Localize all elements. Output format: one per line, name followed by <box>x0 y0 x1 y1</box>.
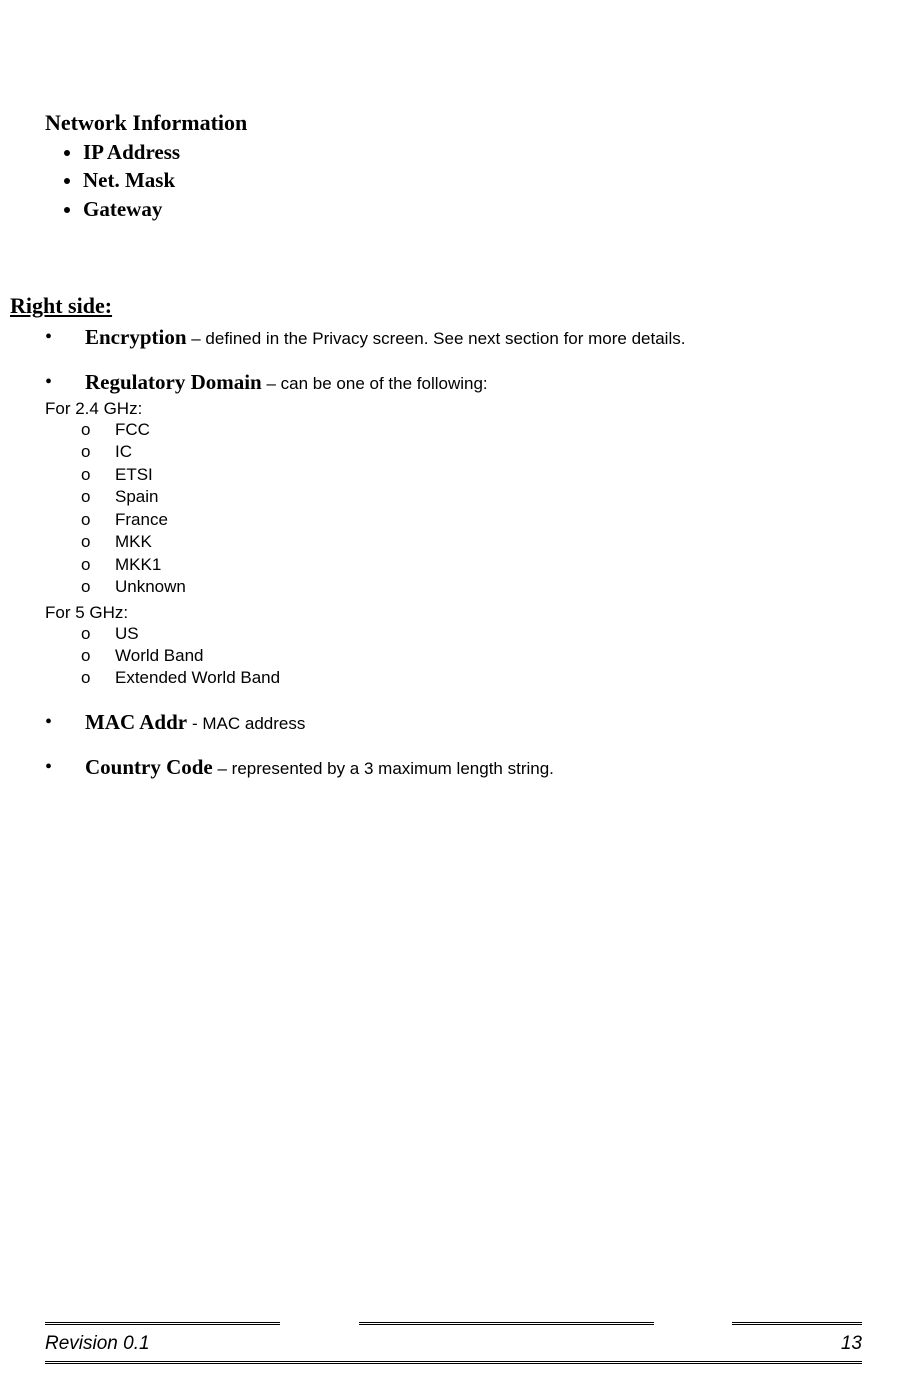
option-item: Unknown <box>81 576 862 598</box>
network-info-item: Gateway <box>83 195 862 223</box>
footer-rule <box>45 1322 280 1325</box>
option-item: World Band <box>81 645 862 667</box>
term-mac-addr: MAC Addr <box>85 710 192 734</box>
term-regulatory-domain: Regulatory Domain <box>85 370 262 394</box>
separator: – <box>187 329 206 348</box>
section-heading-right-side: Right side: <box>10 293 862 319</box>
page-footer: Revision 0.1 13 <box>45 1322 862 1364</box>
separator: – <box>262 374 281 393</box>
footer-rule-group <box>45 1322 862 1325</box>
desc-mac-addr: MAC address <box>202 714 305 733</box>
sublist-24ghz: FCC IC ETSI Spain France MKK MKK1 Unknow… <box>45 419 862 599</box>
right-side-item-country-code: Country Code – represented by a 3 maximu… <box>45 755 862 780</box>
footer-revision: Revision 0.1 <box>45 1333 150 1355</box>
option-item: FCC <box>81 419 862 441</box>
footer-rule <box>732 1322 862 1325</box>
option-item: ETSI <box>81 464 862 486</box>
desc-encryption: defined in the Privacy screen. See next … <box>205 329 685 348</box>
term-country-code: Country Code <box>85 755 213 779</box>
right-side-item-encryption: Encryption – defined in the Privacy scre… <box>45 325 862 350</box>
network-info-item: Net. Mask <box>83 166 862 194</box>
separator: - <box>192 714 202 733</box>
right-side-item-regulatory-domain: Regulatory Domain – can be one of the fo… <box>45 370 862 690</box>
option-item: Extended World Band <box>81 667 862 689</box>
separator: – <box>213 759 232 778</box>
subhead-5ghz: For 5 GHz: <box>45 603 862 623</box>
option-item: IC <box>81 441 862 463</box>
option-item: MKK <box>81 531 862 553</box>
option-item: France <box>81 509 862 531</box>
term-encryption: Encryption <box>85 325 187 349</box>
footer-rule <box>359 1322 654 1325</box>
right-side-list: Encryption – defined in the Privacy scre… <box>45 325 862 780</box>
option-item: MKK1 <box>81 554 862 576</box>
section-heading-network-info: Network Information <box>45 110 862 136</box>
network-info-item: IP Address <box>83 138 862 166</box>
network-info-bullet-list: IP Address Net. Mask Gateway <box>45 138 862 223</box>
desc-regulatory-domain: can be one of the following: <box>281 374 488 393</box>
right-side-item-mac-addr: MAC Addr - MAC address <box>45 710 862 735</box>
option-item: Spain <box>81 486 862 508</box>
desc-country-code: represented by a 3 maximum length string… <box>232 759 554 778</box>
sublist-5ghz: US World Band Extended World Band <box>45 623 862 690</box>
option-item: US <box>81 623 862 645</box>
subhead-24ghz: For 2.4 GHz: <box>45 399 862 419</box>
footer-page-number: 13 <box>841 1333 862 1355</box>
